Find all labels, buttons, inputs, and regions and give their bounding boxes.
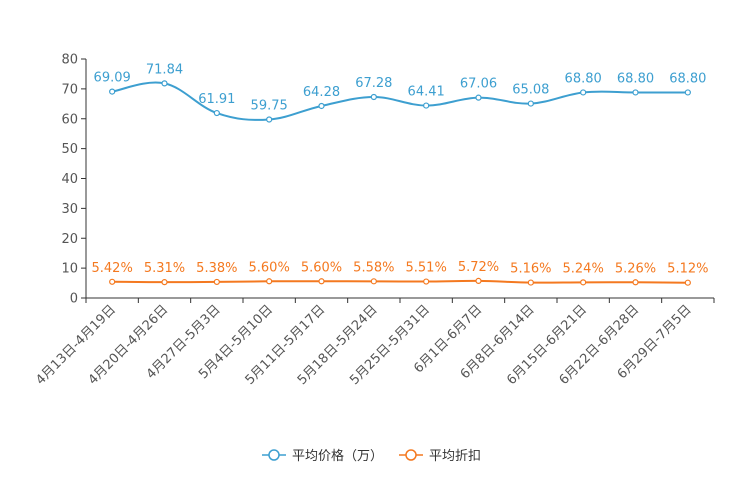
data-label: 68.80 [617,71,654,86]
legend-marker [268,449,280,461]
y-tick-label: 40 [61,172,78,187]
y-tick-label: 50 [61,142,78,157]
legend-item: 平均折扣 [399,449,481,464]
data-point [213,278,220,286]
y-tick-label: 60 [61,112,78,127]
data-point [527,100,534,107]
data-point [632,279,639,286]
data-point [475,277,482,285]
data-label: 68.80 [565,71,602,86]
data-point [370,93,377,101]
data-label: 61.91 [198,92,235,107]
data-label: 5.42% [92,261,133,276]
data-label: 5.26% [615,261,656,276]
data-label: 5.31% [144,261,185,276]
data-label: 5.38% [196,261,237,276]
data-label: 5.60% [301,260,342,275]
data-label: 69.09 [94,71,131,86]
data-point [527,279,534,286]
data-point [109,278,116,285]
data-label: 71.84 [146,62,183,77]
data-label: 5.16% [510,262,551,277]
series-layer: 69.09 71.84 61.91 59.75 64.28 67.28 64.41 67.06… [92,62,708,286]
data-label: 64.28 [303,85,340,100]
series-line [111,81,688,121]
data-point [632,89,639,96]
data-label: 5.12% [667,262,708,277]
chart-legend: 平均价格（万） 平均折扣 [262,448,481,464]
data-point [684,279,691,286]
data-label: 64.41 [408,85,445,100]
y-tick-label: 0 [70,292,78,307]
data-point [370,278,377,285]
legend-item: 平均价格（万） [262,448,383,464]
y-tick-label: 20 [61,232,78,247]
data-point [109,88,116,95]
data-point [213,109,220,117]
chart-axes: 010203040506070804月13日-4月19日4月20日-4月26日4… [33,53,715,388]
legend-label: 平均折扣 [429,449,481,464]
data-point [684,89,691,96]
data-label: 5.51% [406,261,447,276]
data-label: 68.80 [669,71,706,86]
data-label: 65.08 [512,83,549,98]
data-label: 5.72% [458,260,499,275]
data-label: 67.28 [355,76,392,91]
data-label: 5.60% [249,260,290,275]
data-label: 67.06 [460,77,497,92]
data-point [423,102,430,109]
data-point [580,279,587,286]
data-point [318,102,325,110]
data-point [161,80,168,87]
legend-label: 平均价格（万） [292,448,383,464]
y-tick-label: 10 [61,262,78,277]
data-label: 5.58% [353,260,394,275]
data-label: 5.24% [563,261,604,276]
y-tick-label: 70 [61,82,78,97]
series-line [112,279,688,284]
series-group: 5.42% 5.31% 5.38% 5.60% 5.60% 5.58% 5.51% 5.72%… [92,260,708,286]
y-tick-label: 30 [61,202,78,217]
data-point [266,278,273,285]
data-point [580,89,587,96]
series-group: 69.09 71.84 61.91 59.75 64.28 67.28 64.41 67.06… [94,62,706,123]
data-point [266,116,273,123]
data-label: 59.75 [251,98,288,113]
data-point [423,278,430,285]
legend-marker [405,449,417,461]
data-point [475,94,482,101]
data-point [318,278,325,285]
y-tick-label: 80 [61,53,78,68]
data-point [161,279,168,286]
